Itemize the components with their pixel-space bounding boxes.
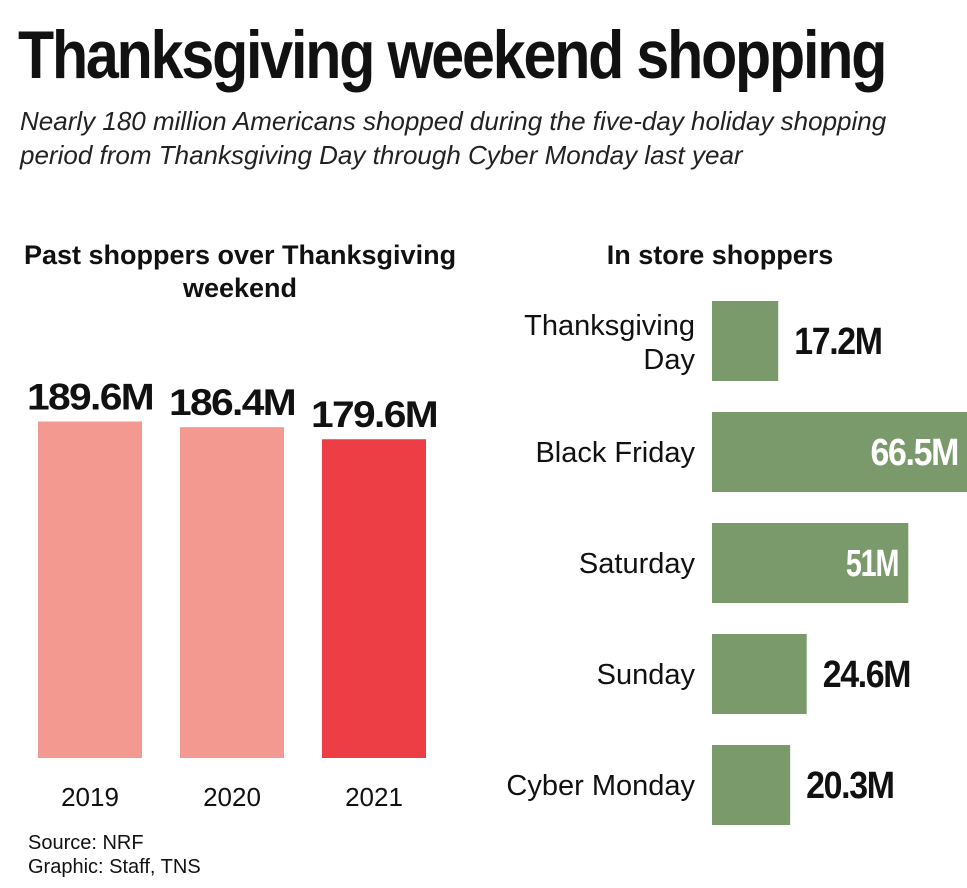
bar-saturday xyxy=(712,523,909,603)
bar-value-label-2020: 186.4M xyxy=(169,382,295,423)
in-store-bar-chart: Thanksgiving Day 17.2M Black Friday 66.5M Sat… xyxy=(506,301,967,825)
bar-2021 xyxy=(322,439,426,758)
bar-thanksgiving-day xyxy=(712,301,779,381)
category-label-thanksgiving-day: Thanksgiving Day xyxy=(524,310,695,376)
bar-value-label-black-friday: 66.5M xyxy=(871,432,959,474)
bar-value-label-saturday: 51M xyxy=(846,543,899,585)
bar-value-label-cyber-monday: 20.3M xyxy=(806,765,894,807)
in-store-chart-title: In store shoppers xyxy=(606,240,834,270)
chart-subtitle: Nearly 180 million Americans shopped dur… xyxy=(20,106,887,170)
bar-value-label-sunday: 24.6M xyxy=(823,654,911,696)
bar-2019 xyxy=(38,421,142,758)
x-tick-label-2019: 2019 xyxy=(61,782,119,812)
bar-2020 xyxy=(180,427,284,758)
bar-sunday xyxy=(712,634,807,714)
bar-value-label-2021: 179.6M xyxy=(311,394,437,435)
past-shoppers-chart-title: Past shoppers over Thanksgiving weekend xyxy=(23,240,457,303)
chart-title: Thanksgiving weekend shopping xyxy=(18,17,887,93)
x-tick-label-2020: 2020 xyxy=(203,782,261,812)
category-label-sunday: Sunday xyxy=(597,659,696,691)
bar-cyber-monday xyxy=(712,745,791,825)
graphic-credit: Graphic: Staff, TNS xyxy=(28,856,201,878)
source-text: Source: NRF xyxy=(28,832,144,854)
source-credit: Source: NRF Graphic: Staff, TNS xyxy=(28,831,201,879)
past-shoppers-bar-chart: 189.6M 2019 186.4M 2020 179.6M 2021 xyxy=(27,377,439,813)
category-label-black-friday: Black Friday xyxy=(535,437,695,469)
bar-value-label-thanksgiving-day: 17.2M xyxy=(794,321,882,363)
x-tick-label-2021: 2021 xyxy=(345,782,403,812)
bar-black-friday xyxy=(712,412,967,492)
category-label-saturday: Saturday xyxy=(579,548,696,580)
category-label-cyber-monday: Cyber Monday xyxy=(506,770,695,802)
bar-value-label-2019: 189.6M xyxy=(27,377,153,418)
